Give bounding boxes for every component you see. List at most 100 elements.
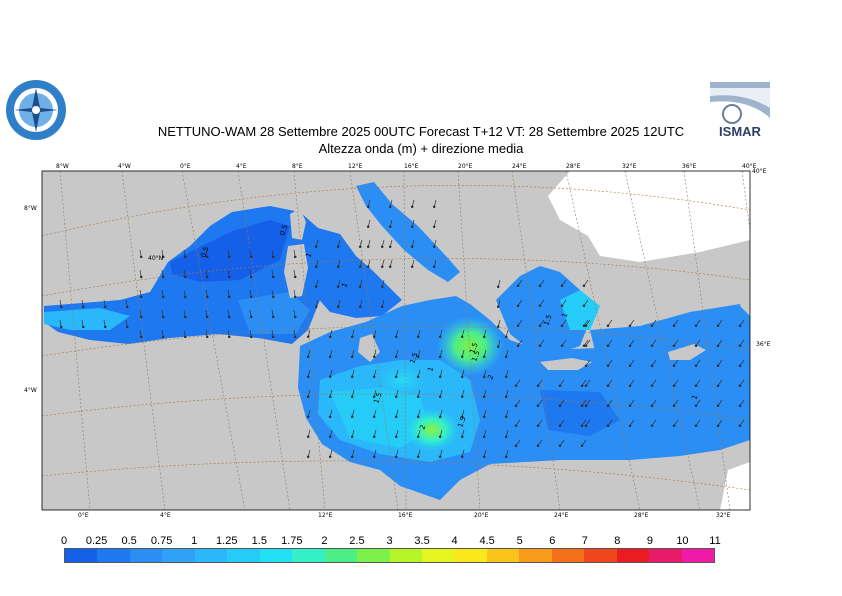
direction-arrow-head	[716, 364, 720, 367]
direction-arrow-head	[504, 415, 508, 419]
direction-arrow-head	[584, 384, 588, 387]
top-lon-label: 20°E	[458, 163, 473, 170]
legend-tick-label: 0.25	[85, 535, 108, 547]
direction-arrow-head	[460, 395, 464, 399]
direction-arrow-head	[460, 375, 464, 379]
direction-arrow-head	[460, 435, 464, 439]
direction-arrow-head	[650, 404, 654, 407]
direction-arrow-head	[606, 364, 610, 367]
legend-tick-label: 1.25	[216, 535, 238, 547]
direction-arrow-head	[558, 444, 562, 447]
contour-label: 2	[418, 424, 427, 431]
direction-arrow-head	[514, 424, 518, 427]
direction-arrow-head	[358, 265, 362, 269]
top-lon-label: 8°E	[292, 163, 303, 170]
direction-arrow-head	[306, 355, 310, 359]
direction-arrow-head	[394, 455, 398, 459]
direction-arrow-head	[183, 335, 187, 339]
direction-arrow-head	[336, 305, 340, 309]
direction-arrow-head	[227, 315, 231, 319]
direction-arrow-head	[227, 255, 231, 259]
bottom-lon-label: 16°E	[398, 512, 413, 519]
direction-arrow-head	[372, 415, 376, 419]
direction-arrow-head	[328, 435, 332, 439]
wave-direction-arrows	[59, 199, 745, 459]
crete	[540, 358, 592, 370]
direction-arrow-head	[580, 444, 584, 447]
direction-arrow-head	[716, 344, 720, 347]
direction-arrow-head	[514, 384, 518, 387]
direction-arrow-head	[504, 375, 508, 379]
direction-arrow-head	[358, 245, 362, 249]
direction-arrow-head	[738, 324, 742, 327]
direction-arrow-head	[328, 415, 332, 419]
direction-arrow-head	[205, 255, 209, 259]
direction-arrow-head	[558, 384, 562, 387]
colorbar-swatch	[649, 549, 682, 562]
direction-arrow-head	[416, 335, 420, 339]
direction-arrow-head	[293, 335, 297, 339]
direction-arrow-head	[482, 335, 486, 339]
direction-arrow-head	[536, 444, 540, 447]
direction-arrow-head	[350, 355, 354, 359]
direction-arrow-head	[249, 255, 253, 259]
direction-arrow-head	[716, 384, 720, 387]
inner-lat-label: 40°N	[148, 255, 163, 262]
direction-arrow-head	[438, 415, 442, 419]
direction-arrow-head	[694, 424, 698, 427]
colorbar-swatch	[324, 549, 358, 562]
direction-arrow-head	[496, 325, 500, 329]
direction-arrow-head	[103, 325, 107, 329]
direction-arrow-head	[205, 295, 209, 299]
bottom-lon-label: 12°E	[318, 512, 333, 519]
direction-arrow-head	[580, 424, 584, 427]
contour-label: 1	[560, 312, 569, 319]
colorbar-swatch	[227, 549, 260, 562]
direction-arrow-head	[438, 375, 442, 379]
legend-tick-label: 1.75	[281, 535, 303, 547]
direction-arrow-head	[582, 284, 586, 287]
direction-arrow-head	[372, 375, 376, 379]
direction-arrow-head	[504, 455, 508, 459]
direction-arrow-head	[227, 295, 231, 299]
contour-label: 2	[486, 374, 495, 381]
top-lon-label: 16°E	[404, 163, 419, 170]
direction-arrow-head	[293, 295, 297, 299]
direction-arrow-head	[249, 275, 253, 279]
direction-arrow-head	[388, 245, 392, 249]
right-lat-label: 36°E	[756, 341, 771, 348]
direction-arrow-head	[482, 375, 486, 379]
direction-arrow-head	[432, 205, 436, 209]
direction-arrow-head	[738, 364, 742, 367]
direction-arrow-head	[306, 435, 310, 439]
direction-arrow-head	[694, 324, 698, 327]
direction-arrow-head	[293, 255, 297, 259]
direction-arrow-head	[538, 284, 542, 287]
contour-label: 1	[340, 282, 349, 289]
direction-arrow-head	[516, 284, 520, 287]
legend-tick-label: 4	[451, 535, 458, 547]
direction-arrow-head	[504, 355, 508, 359]
direction-arrow-head	[81, 325, 85, 329]
direction-arrow-head	[650, 364, 654, 367]
direction-arrow-head	[183, 275, 187, 279]
legend-tick-label: 4.5	[479, 535, 495, 547]
legend-tick-label: 1.5	[251, 535, 267, 547]
bottom-lon-label: 4°E	[160, 512, 171, 519]
direction-arrow-head	[336, 245, 340, 249]
direction-arrow-head	[606, 404, 610, 407]
direction-arrow-head	[410, 265, 414, 269]
direction-arrow-head	[336, 265, 340, 269]
direction-arrow-head	[504, 435, 508, 439]
direction-arrow-head	[560, 324, 564, 327]
direction-arrow-head	[358, 305, 362, 309]
direction-arrow-head	[139, 335, 143, 339]
direction-arrow-head	[306, 455, 310, 459]
direction-arrow-head	[350, 455, 354, 459]
direction-arrow-head	[460, 335, 464, 339]
direction-arrow-head	[650, 424, 654, 427]
map-subtitle: Altezza onda (m) + direzione media	[318, 141, 524, 156]
direction-arrow-head	[516, 344, 520, 347]
direction-arrow-head	[416, 355, 420, 359]
